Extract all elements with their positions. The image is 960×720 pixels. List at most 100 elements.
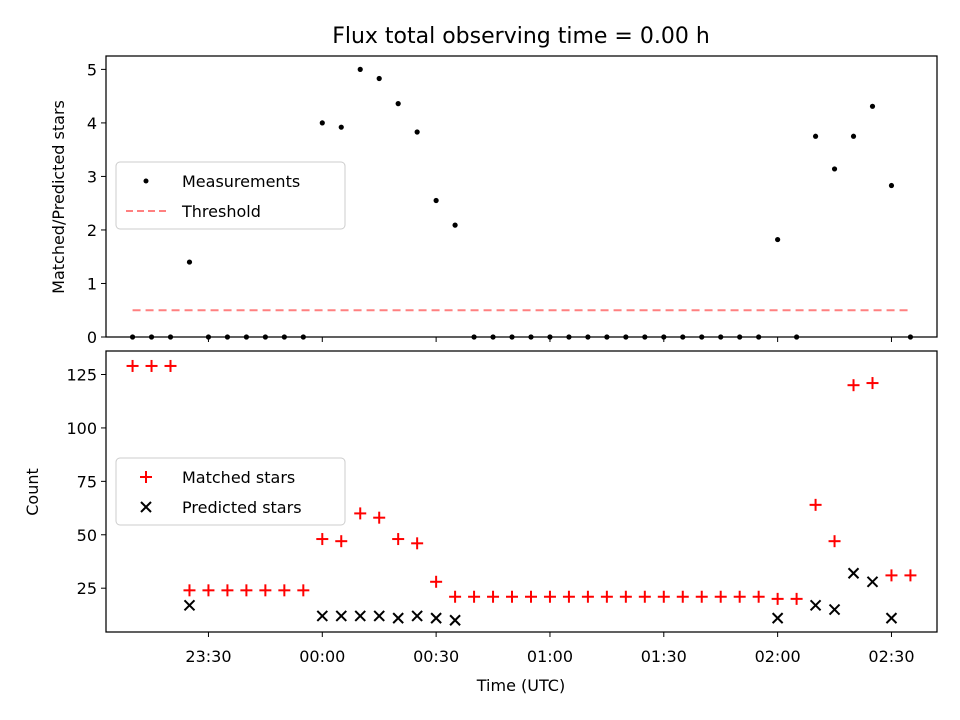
y-tick-label: 50 bbox=[77, 526, 97, 545]
measurement-point bbox=[243, 334, 249, 340]
matched-star-point bbox=[468, 590, 481, 603]
measurement-point bbox=[907, 334, 914, 340]
matched-star-point bbox=[392, 533, 405, 546]
measurement-point bbox=[718, 334, 724, 340]
bottom-y-axis-label: Count bbox=[23, 468, 42, 516]
matched-star-point bbox=[259, 584, 272, 597]
y-tick-label: 75 bbox=[77, 472, 97, 491]
x-tick-label: 23:30 bbox=[185, 647, 231, 666]
matched-star-point bbox=[221, 584, 234, 597]
measurement-point bbox=[775, 236, 781, 243]
measurement-point bbox=[794, 334, 800, 340]
legend-predicted-label: Predicted stars bbox=[182, 498, 302, 517]
legend-measurements-label: Measurements bbox=[182, 172, 300, 191]
measurement-point bbox=[414, 129, 420, 135]
matched-star-point bbox=[581, 590, 594, 603]
x-tick-label: 02:30 bbox=[868, 647, 914, 666]
measurement-point bbox=[376, 75, 382, 82]
x-tick-label: 01:30 bbox=[641, 647, 687, 666]
matched-star-point bbox=[487, 590, 500, 603]
matched-star-point bbox=[904, 569, 917, 582]
y-tick-label: 5 bbox=[87, 60, 97, 79]
x-tick-label: 02:00 bbox=[755, 647, 801, 666]
measurement-point bbox=[357, 66, 363, 72]
matched-star-point bbox=[695, 590, 708, 603]
measurement-point bbox=[869, 103, 876, 109]
predicted-star-point bbox=[847, 567, 860, 579]
matched-star-point bbox=[411, 537, 424, 550]
matched-star-point bbox=[164, 359, 177, 372]
measurement-point bbox=[585, 334, 591, 340]
top-legend-box bbox=[115, 161, 346, 230]
measurement-point bbox=[452, 222, 458, 228]
top-panel: 0 1 2 3 4 5 Matched/Predicted stars Measureme… bbox=[49, 55, 938, 347]
measurement-point bbox=[186, 259, 193, 265]
matched-star-point bbox=[619, 590, 632, 603]
measurement-point bbox=[528, 334, 534, 340]
legend-matched-label: Matched stars bbox=[182, 468, 295, 487]
matched-star-point bbox=[506, 590, 519, 603]
y-tick-label: 4 bbox=[87, 114, 97, 133]
predicted-star-point bbox=[771, 612, 784, 624]
matched-star-point bbox=[714, 590, 727, 603]
y-tick-label: 0 bbox=[87, 328, 97, 347]
legend-measurements-marker bbox=[143, 178, 149, 184]
matched-star-point bbox=[809, 498, 822, 511]
measurement-point bbox=[831, 166, 838, 172]
measurement-point bbox=[509, 334, 515, 340]
measurement-point bbox=[471, 334, 477, 340]
y-tick-label: 100 bbox=[66, 419, 97, 438]
measurement-point bbox=[148, 334, 155, 340]
predicted-star-point bbox=[392, 612, 404, 624]
y-tick-label: 3 bbox=[87, 167, 97, 186]
matched-star-point bbox=[449, 590, 462, 603]
bottom-legend-box bbox=[115, 457, 346, 526]
matched-star-point bbox=[240, 584, 253, 597]
matched-star-point bbox=[202, 584, 215, 597]
top-plot-frame bbox=[105, 55, 938, 338]
matched-star-point bbox=[885, 569, 898, 582]
matched-star-point bbox=[866, 377, 879, 390]
top-legend: Measurements Threshold bbox=[115, 161, 346, 230]
matched-star-point bbox=[335, 535, 348, 548]
measurement-point bbox=[642, 334, 648, 340]
matched-star-point bbox=[638, 590, 651, 603]
measurement-point bbox=[566, 334, 572, 340]
x-tick-label: 00:00 bbox=[299, 647, 345, 666]
x-tick-label: 00:30 bbox=[413, 647, 459, 666]
measurement-point bbox=[300, 334, 306, 340]
measurement-point bbox=[812, 133, 819, 139]
measurement-point bbox=[850, 133, 857, 139]
matched-star-point bbox=[676, 590, 689, 603]
measurement-point bbox=[205, 334, 212, 340]
matched-star-point bbox=[524, 590, 537, 603]
bottom-panel: 25 50 75 100 125 23:30 00:00 00:30 01:00 01:30 02:… bbox=[23, 350, 938, 695]
measurement-point bbox=[888, 182, 895, 189]
measurement-point bbox=[737, 334, 743, 340]
matched-star-point bbox=[600, 590, 613, 603]
measurement-point bbox=[623, 334, 629, 340]
x-axis-label: Time (UTC) bbox=[476, 676, 565, 695]
matched-star-point bbox=[145, 359, 158, 372]
matched-star-point bbox=[771, 592, 784, 605]
predicted-star-point bbox=[354, 610, 366, 622]
bottom-legend: Matched stars Predicted stars bbox=[115, 457, 346, 526]
predicted-star-point bbox=[373, 610, 385, 622]
predicted-star-point bbox=[183, 599, 196, 611]
predicted-star-point bbox=[411, 610, 423, 622]
bottom-plot-frame bbox=[105, 350, 938, 633]
measurement-point bbox=[490, 334, 496, 340]
measurement-point bbox=[338, 124, 344, 130]
predicted-star-point bbox=[449, 614, 461, 626]
predicted-star-point bbox=[885, 612, 898, 624]
matched-star-point bbox=[297, 584, 310, 597]
matched-star-point bbox=[430, 575, 443, 588]
chart-title: Flux total observing time = 0.00 h bbox=[332, 24, 710, 49]
measurement-point bbox=[604, 334, 610, 340]
matched-star-point bbox=[752, 590, 765, 603]
y-tick-label: 2 bbox=[87, 221, 97, 240]
matched-star-point bbox=[316, 533, 329, 546]
legend-predicted-marker bbox=[140, 501, 152, 513]
measurement-point bbox=[680, 334, 686, 340]
